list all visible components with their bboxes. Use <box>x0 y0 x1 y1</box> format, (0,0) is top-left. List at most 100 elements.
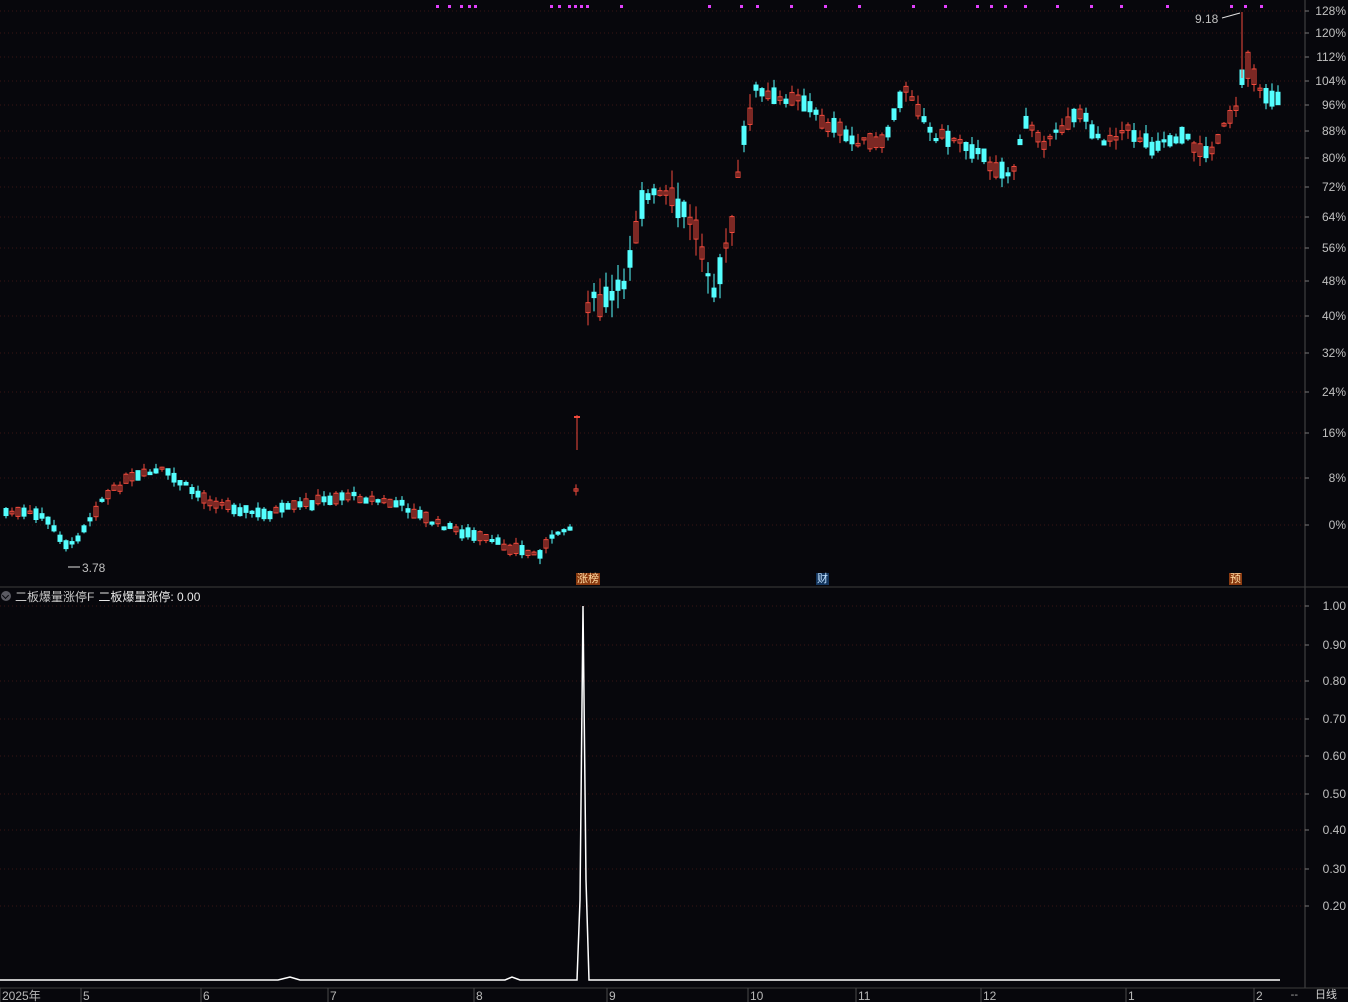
candle-body <box>483 533 489 542</box>
signal-marker <box>1244 5 1247 8</box>
candle-body <box>681 201 687 218</box>
candle-body <box>435 518 441 525</box>
candle-body <box>885 126 891 138</box>
candle-body <box>969 144 975 159</box>
candle-body <box>465 527 471 538</box>
candle-body <box>1275 91 1281 106</box>
candle-body <box>1065 116 1071 130</box>
candle-body <box>783 98 789 104</box>
candle-body <box>453 526 459 533</box>
signal-marker <box>756 5 759 8</box>
y-tick-label: 40% <box>1322 309 1346 323</box>
signal-marker <box>1090 5 1093 8</box>
candle-body <box>135 470 141 481</box>
indicator-tick-label: 0.50 <box>1323 787 1347 801</box>
candle-body <box>615 279 621 291</box>
month-label: 6 <box>203 989 210 1002</box>
candle-body <box>741 125 747 145</box>
candle-body <box>1173 136 1179 144</box>
candle-body <box>57 534 63 542</box>
indicator-tick-label: 0.40 <box>1323 823 1347 837</box>
candle-body <box>315 494 321 505</box>
candle-body <box>843 129 849 142</box>
scroll-indicator[interactable]: -- <box>1290 989 1298 1001</box>
candle-body <box>303 498 309 507</box>
candle-body <box>963 142 969 152</box>
candle-body <box>837 121 843 136</box>
candle-body <box>519 545 525 556</box>
signal-marker <box>1004 5 1007 8</box>
candle-body <box>1101 140 1107 146</box>
candle-body <box>549 534 555 539</box>
candle-body <box>957 138 963 144</box>
candle-body <box>621 280 627 290</box>
candle-body <box>489 538 495 542</box>
candle-body <box>1041 140 1047 150</box>
candle-body <box>447 522 453 529</box>
candle-body <box>207 499 213 507</box>
candle-body <box>1131 130 1137 142</box>
y-tick-label: 16% <box>1322 426 1346 440</box>
y-tick-label: 120% <box>1315 26 1346 40</box>
candle-body <box>249 510 255 515</box>
candle-body <box>897 91 903 109</box>
high-arrow <box>1221 12 1241 19</box>
candle-body <box>1005 172 1011 177</box>
event-tag-forecast[interactable]: 预 <box>1229 573 1242 585</box>
candle-body <box>3 508 9 517</box>
candle-body <box>129 472 135 482</box>
candle-body <box>165 468 171 476</box>
candle-body <box>255 507 261 518</box>
candle-body <box>69 541 75 545</box>
candle-body <box>975 147 981 155</box>
candle-body <box>1179 126 1185 144</box>
signal-marker <box>448 5 451 8</box>
candle-body <box>1221 122 1227 127</box>
y-tick-label: 128% <box>1315 4 1346 18</box>
candle-body <box>1161 139 1167 143</box>
candle-body <box>939 128 945 139</box>
candle-body <box>525 549 531 556</box>
indicator-value: 二板爆量涨停: 0.00 <box>98 589 201 604</box>
candle-body <box>81 525 87 533</box>
candle-body <box>693 219 699 240</box>
candle-body <box>345 492 351 501</box>
event-tag-finance[interactable]: 财 <box>816 573 829 585</box>
candle-body <box>639 190 645 219</box>
candle-body <box>777 96 783 101</box>
signal-marker <box>1120 5 1123 8</box>
signal-marker <box>558 5 561 8</box>
candle-body <box>1251 68 1257 85</box>
candle-body <box>1071 108 1077 123</box>
y-tick-label: 24% <box>1322 385 1346 399</box>
candle-body <box>759 88 765 97</box>
signal-marker <box>586 5 589 8</box>
candle-body <box>219 501 225 506</box>
indicator-name[interactable]: 二板爆量涨停F <box>15 589 95 604</box>
candle-body <box>909 96 915 101</box>
candle-body <box>1185 133 1191 140</box>
candle-body <box>123 473 129 484</box>
candle-body <box>903 85 909 93</box>
period-selector[interactable]: 日线 <box>1315 989 1337 1001</box>
candle-body <box>237 507 243 517</box>
low-price-label: 3.78 <box>82 561 106 575</box>
candle-body <box>543 539 549 549</box>
event-tag-limit-up[interactable]: 涨榜 <box>576 573 600 585</box>
candle-body <box>273 506 279 514</box>
candle-body <box>849 135 855 145</box>
y-tick-label: 96% <box>1322 98 1346 112</box>
candle-body <box>417 509 423 519</box>
candle-body <box>27 510 33 515</box>
candle-body <box>1023 115 1029 129</box>
candle-body <box>861 137 867 141</box>
candle-body <box>51 525 57 532</box>
candle-body <box>945 130 951 147</box>
candle-body <box>603 286 609 308</box>
candle-body <box>1119 130 1125 134</box>
collapse-icon[interactable] <box>1 591 11 601</box>
candle-body <box>1197 143 1203 158</box>
candle-body <box>63 540 69 550</box>
y-tick-label: 112% <box>1316 50 1346 64</box>
